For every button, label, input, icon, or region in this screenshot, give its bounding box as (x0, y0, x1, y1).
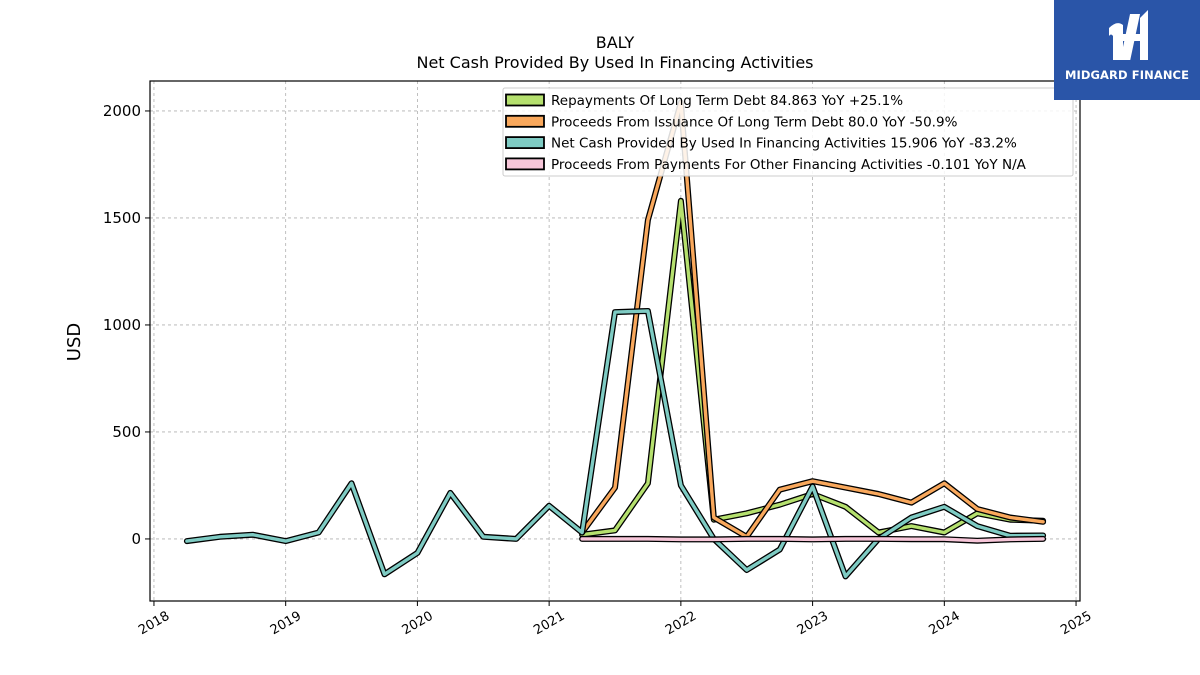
x-tick-label: 2025 (1058, 609, 1094, 639)
brand-logo: MIDGARD FINANCE (1054, 0, 1200, 100)
plot-frame (149, 80, 1081, 602)
legend-item: Proceeds From Issuance Of Long Term Debt… (505, 114, 958, 130)
legend-box (502, 87, 1074, 177)
legend-item: Repayments Of Long Term Debt 84.863 YoY … (505, 93, 903, 109)
y-tick-label: 0 (131, 530, 141, 548)
legend-label: Proceeds From Payments For Other Financi… (551, 157, 1027, 173)
x-tick-label: 2019 (268, 609, 304, 639)
x-tick-label: 2023 (795, 609, 831, 639)
x-tick-label: 2018 (136, 609, 172, 639)
x-tick-label: 2021 (531, 609, 567, 639)
legend-label: Repayments Of Long Term Debt 84.863 YoY … (551, 93, 903, 109)
brand-logo-text: MIDGARD FINANCE (1064, 68, 1190, 82)
legend-swatch (505, 93, 545, 107)
series-3 (579, 535, 1047, 544)
series-1 (579, 99, 1047, 540)
legend-swatch (505, 136, 545, 150)
legend-swatch (505, 157, 545, 171)
chart-title: Net Cash Provided By Used In Financing A… (416, 53, 813, 72)
series-line (580, 537, 1045, 543)
x-tick-label: 2022 (663, 609, 699, 639)
legend: Repayments Of Long Term Debt 84.863 YoY … (502, 87, 1074, 177)
legend-item: Proceeds From Payments For Other Financi… (505, 157, 1027, 173)
chart-ticker: BALY (596, 33, 635, 52)
series-line (580, 100, 1045, 539)
brand-mark-icon (1109, 10, 1148, 60)
series-line (185, 309, 1045, 579)
x-tick-label: 2024 (926, 609, 962, 639)
legend-swatch (505, 114, 545, 128)
y-tick-label: 500 (112, 423, 141, 441)
y-tick-label: 1500 (103, 209, 141, 227)
x-tick-label: 2020 (400, 609, 436, 639)
series-2 (183, 308, 1047, 580)
legend-label: Net Cash Provided By Used In Financing A… (551, 136, 1017, 152)
series-lines (183, 99, 1047, 580)
legend-item: Net Cash Provided By Used In Financing A… (505, 136, 1017, 152)
y-axis-label: USD (64, 323, 85, 361)
y-tick-label: 2000 (103, 102, 141, 120)
y-tick-label: 1000 (103, 316, 141, 334)
legend-label: Proceeds From Issuance Of Long Term Debt… (551, 114, 958, 130)
